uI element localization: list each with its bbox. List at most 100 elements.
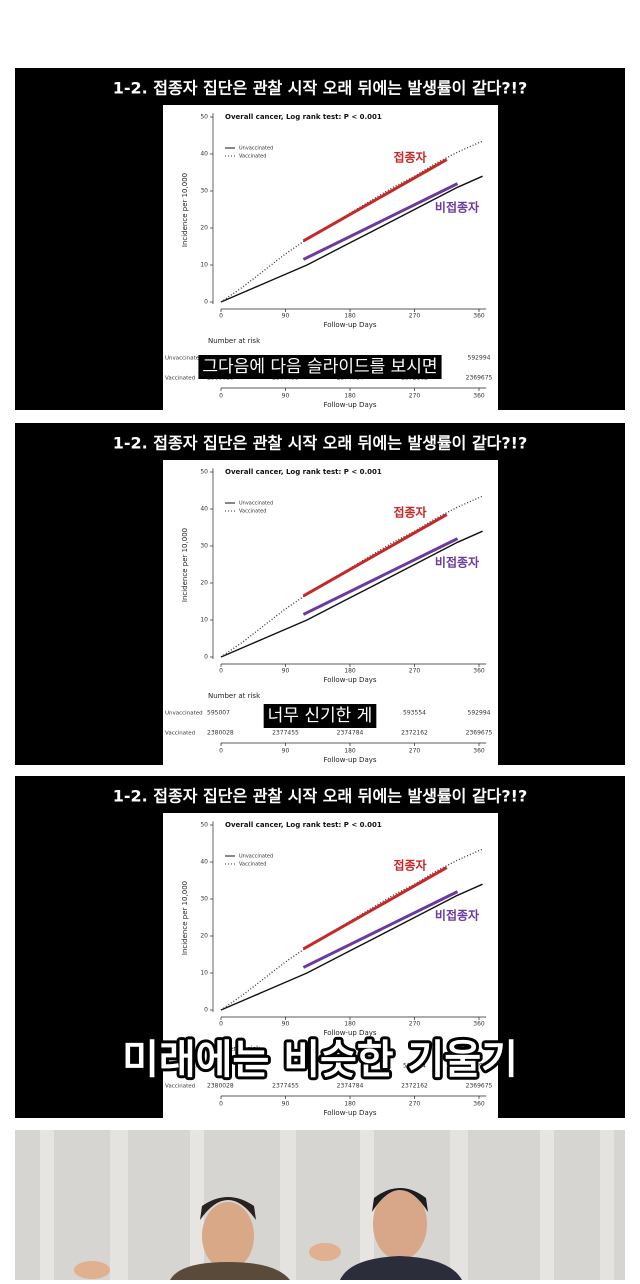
risk-table-title: Number at risk bbox=[208, 692, 261, 700]
person-face bbox=[373, 1188, 427, 1260]
y-tick-label: 0 bbox=[204, 1007, 208, 1014]
chart-title: Overall cancer, Log rank test: P < 0.001 bbox=[225, 468, 382, 476]
y-tick-label: 40 bbox=[200, 151, 208, 158]
y-tick-label: 10 bbox=[200, 970, 208, 977]
curtain-fold bbox=[600, 1130, 614, 1280]
risk-x-tick-label: 180 bbox=[344, 748, 356, 755]
x-axis-label: Follow-up Days bbox=[323, 321, 376, 329]
risk-row-label: Vaccinated bbox=[165, 376, 195, 382]
risk-value: 2380028 bbox=[207, 730, 234, 737]
y-tick-label: 20 bbox=[200, 933, 208, 940]
annotation-line bbox=[302, 182, 459, 261]
risk-x-tick-label: 180 bbox=[344, 393, 356, 400]
risk-value: 593554 bbox=[403, 710, 426, 717]
subtitle-caption: 그다음에 다음 슬라이드를 보시면 bbox=[202, 357, 437, 377]
video-frame: 1-2. 접종자 집단은 관찰 시작 오래 뒤에는 발생률이 같다?!? Over… bbox=[15, 68, 625, 410]
series-line bbox=[220, 530, 483, 658]
series-line bbox=[220, 883, 483, 1011]
risk-value: 2380028 bbox=[207, 1083, 234, 1090]
legend-label: Vaccinated bbox=[239, 509, 266, 515]
risk-value: 595007 bbox=[207, 1063, 230, 1070]
risk-value: 2372162 bbox=[401, 730, 428, 737]
curtain-fold bbox=[280, 1130, 296, 1280]
risk-value: 2377455 bbox=[272, 730, 299, 737]
risk-row-label: Unvaccinated bbox=[165, 1064, 203, 1070]
x-tick-label: 180 bbox=[344, 1021, 356, 1028]
annotation-line bbox=[302, 158, 448, 243]
x-tick-label: 0 bbox=[219, 313, 223, 320]
curtain-fold bbox=[360, 1130, 374, 1280]
y-tick-label: 40 bbox=[200, 859, 208, 866]
slide-title: 1-2. 접종자 집단은 관찰 시작 오래 뒤에는 발생률이 같다?!? bbox=[113, 787, 528, 806]
risk-x-tick-label: 0 bbox=[219, 748, 223, 755]
risk-row-label: Unvaccinated bbox=[165, 356, 203, 362]
x-tick-label: 180 bbox=[344, 313, 356, 320]
series-line bbox=[220, 175, 483, 303]
y-tick-label: 30 bbox=[200, 543, 208, 550]
risk-value: 593554 bbox=[403, 1063, 426, 1070]
legend-label: Vaccinated bbox=[239, 154, 266, 160]
risk-value: 2369675 bbox=[466, 1083, 493, 1090]
risk-value: 2372162 bbox=[401, 1083, 428, 1090]
y-tick-label: 50 bbox=[200, 822, 208, 829]
y-tick-label: 30 bbox=[200, 188, 208, 195]
risk-x-tick-label: 360 bbox=[473, 393, 485, 400]
risk-x-tick-label: 270 bbox=[409, 393, 421, 400]
risk-value: 592994 bbox=[468, 355, 491, 362]
chart: Overall cancer, Log rank test: P < 0.001… bbox=[163, 813, 498, 1118]
risk-x-tick-label: 360 bbox=[473, 748, 485, 755]
y-tick-label: 10 bbox=[200, 617, 208, 624]
annotation-label: 비접종자 bbox=[435, 555, 479, 570]
y-tick-label: 0 bbox=[204, 654, 208, 661]
risk-value: 2374784 bbox=[337, 1083, 364, 1090]
slide-title: 1-2. 접종자 집단은 관찰 시작 오래 뒤에는 발생률이 같다?!? bbox=[113, 434, 528, 453]
y-axis-label: Incidence per 10,000 bbox=[181, 881, 189, 955]
risk-x-tick-label: 0 bbox=[219, 393, 223, 400]
person-hair bbox=[372, 1188, 428, 1212]
video-frame: 1-2. 접종자 집단은 관찰 시작 오래 뒤에는 발생률이 같다?!? Over… bbox=[15, 423, 625, 765]
y-tick-label: 20 bbox=[200, 580, 208, 587]
annotation-label: 접종자 bbox=[393, 505, 426, 520]
risk-x-tick-label: 90 bbox=[282, 748, 290, 755]
x-tick-label: 0 bbox=[219, 668, 223, 675]
risk-value: 592994 bbox=[468, 710, 491, 717]
annotation-label: 접종자 bbox=[393, 150, 426, 165]
y-axis-label: Incidence per 10,000 bbox=[181, 528, 189, 602]
risk-x-tick-label: 90 bbox=[282, 1101, 290, 1108]
risk-table-title: Number at risk bbox=[208, 337, 261, 345]
risk-value: 2369675 bbox=[466, 730, 493, 737]
subtitle-caption: 너무 신기한 게 bbox=[268, 706, 373, 726]
person-body bbox=[340, 1256, 462, 1280]
y-tick-label: 30 bbox=[200, 896, 208, 903]
x-axis-label: Follow-up Days bbox=[323, 676, 376, 684]
x-tick-label: 90 bbox=[282, 668, 290, 675]
caption-background bbox=[263, 704, 377, 728]
curtain-fold bbox=[110, 1130, 128, 1280]
risk-x-axis-label: Follow-up Days bbox=[323, 401, 376, 409]
legend-label: Unvaccinated bbox=[239, 501, 273, 507]
x-tick-label: 360 bbox=[473, 1021, 485, 1028]
legend-label: Vaccinated bbox=[239, 862, 266, 868]
y-axis-label: Incidence per 10,000 bbox=[181, 173, 189, 247]
video-frame: 1-2. 접종자 집단은 관찰 시작 오래 뒤에는 발생률이 같다?!? Over… bbox=[15, 776, 625, 1118]
x-axis-label: Follow-up Days bbox=[323, 1029, 376, 1037]
annotation-label: 비접종자 bbox=[435, 200, 479, 215]
curtain-fold bbox=[450, 1130, 468, 1280]
y-tick-label: 10 bbox=[200, 262, 208, 269]
risk-x-tick-label: 360 bbox=[473, 1101, 485, 1108]
x-tick-label: 0 bbox=[219, 1021, 223, 1028]
annotation-line bbox=[302, 890, 459, 969]
hand bbox=[309, 1243, 341, 1261]
annotation-line bbox=[302, 513, 448, 598]
curtain-fold bbox=[190, 1130, 204, 1280]
caption-background bbox=[198, 355, 442, 379]
y-tick-label: 0 bbox=[204, 299, 208, 306]
y-tick-label: 20 bbox=[200, 225, 208, 232]
risk-row-label: Vaccinated bbox=[165, 731, 195, 737]
risk-x-tick-label: 270 bbox=[409, 748, 421, 755]
annotation-label: 비접종자 bbox=[435, 908, 479, 923]
subtitle-caption: 미래에는 비슷한 기울기 bbox=[122, 1037, 518, 1083]
legend-label: Unvaccinated bbox=[239, 146, 273, 152]
risk-x-tick-label: 180 bbox=[344, 1101, 356, 1108]
